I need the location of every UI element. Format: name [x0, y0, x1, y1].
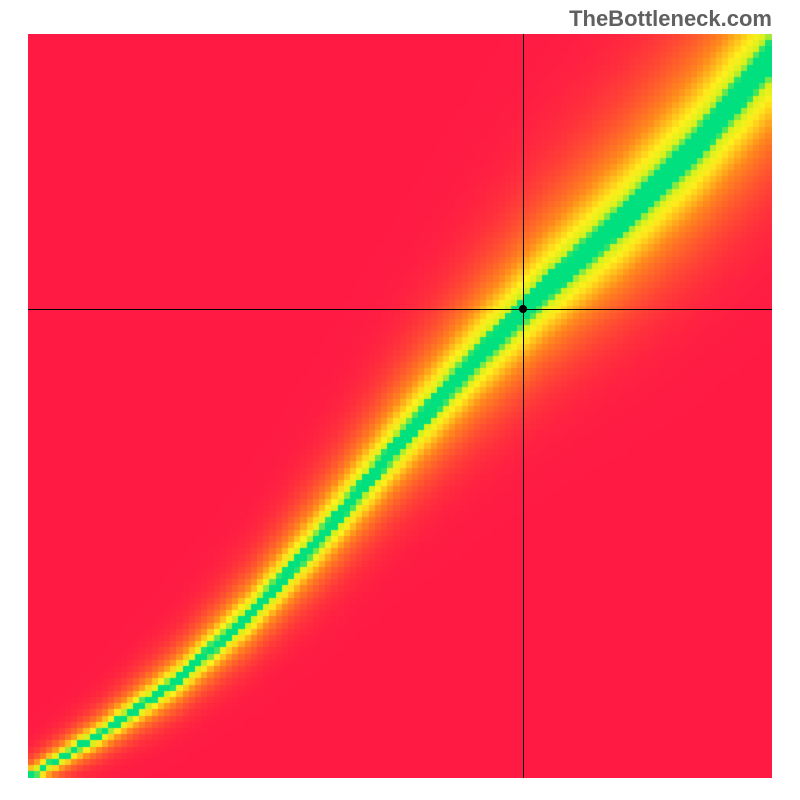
heatmap-plot — [28, 34, 772, 778]
chart-container: TheBottleneck.com — [0, 0, 800, 800]
crosshair-horizontal — [28, 309, 772, 310]
watermark-text: TheBottleneck.com — [569, 6, 772, 32]
crosshair-vertical — [523, 34, 524, 778]
heatmap-canvas — [28, 34, 772, 778]
crosshair-marker — [519, 305, 527, 313]
